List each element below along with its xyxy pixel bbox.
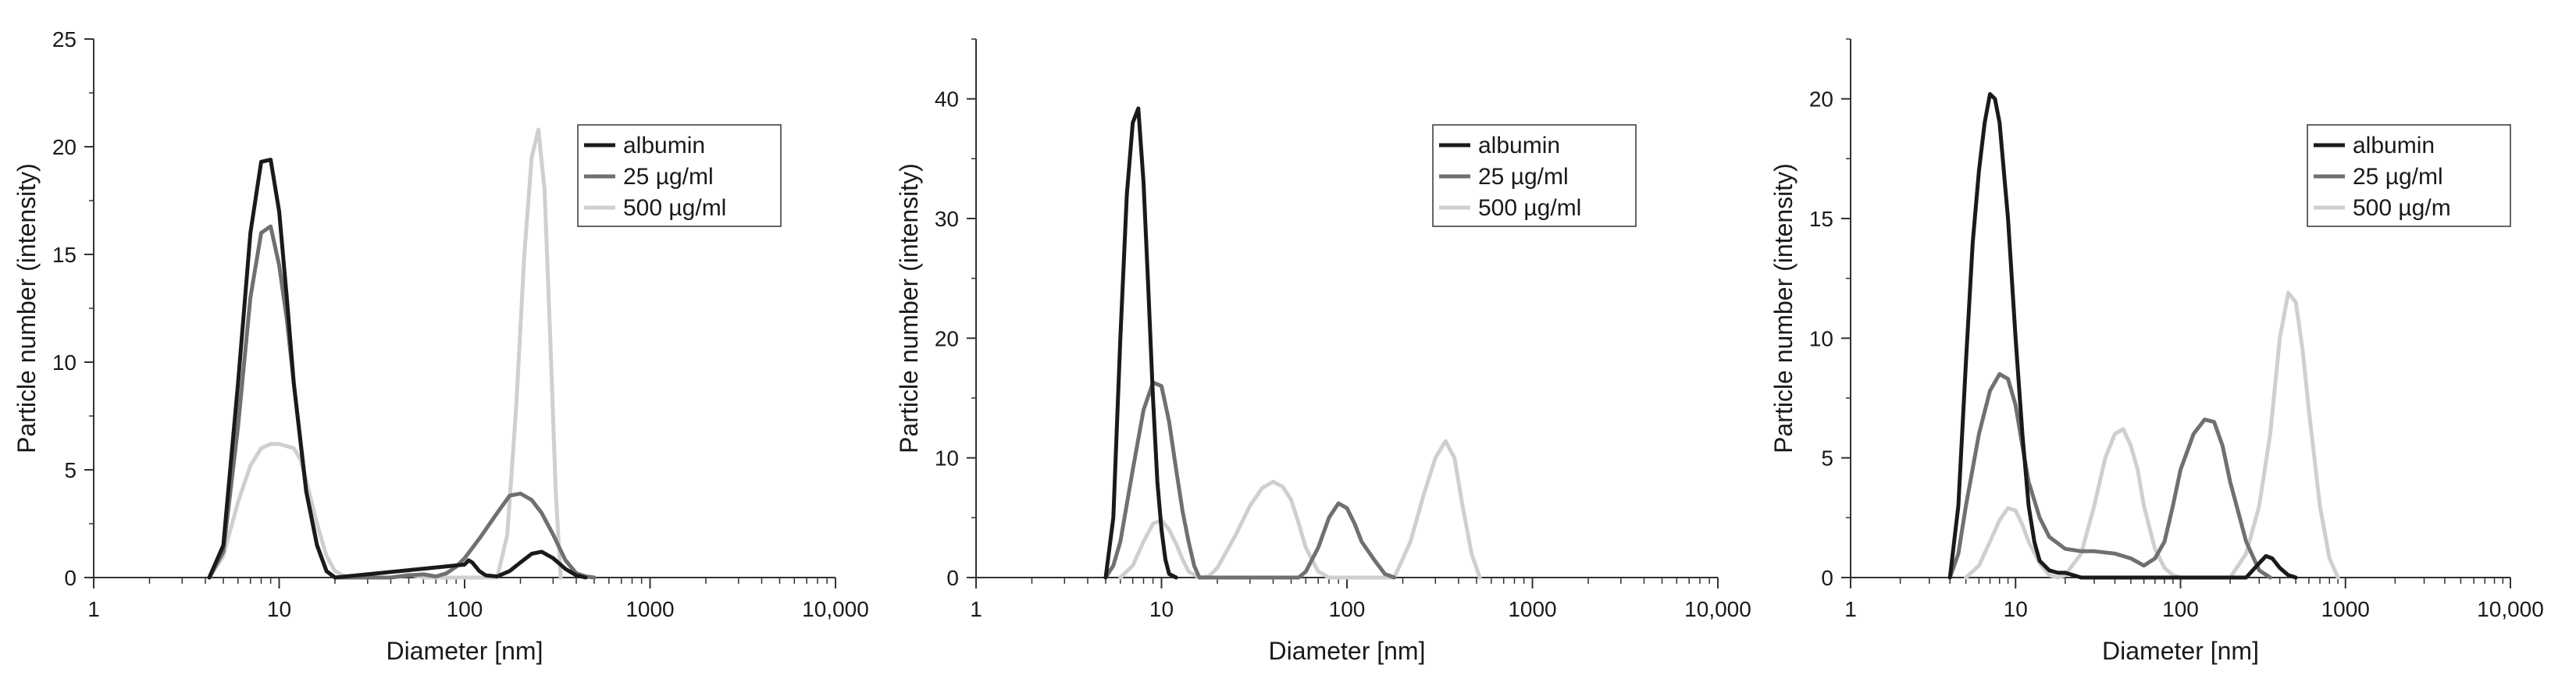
x-tick-label: 1 — [970, 597, 982, 621]
legend-label: 25 µg/ml — [623, 164, 714, 190]
series-line — [1103, 380, 1397, 580]
x-tick-label: 10 — [1149, 597, 1174, 621]
y-tick-label: 0 — [946, 566, 959, 590]
series-line — [207, 158, 588, 580]
y-tick-label: 15 — [1809, 207, 1833, 231]
x-tick-label: 1000 — [2321, 597, 2370, 621]
y-tick-label: 25 — [52, 27, 77, 52]
series-line — [1103, 106, 1178, 580]
y-tick-label: 10 — [935, 446, 959, 471]
x-axis-title: Diameter [nm] — [2102, 637, 2259, 665]
x-tick-label: 10,000 — [802, 597, 869, 621]
y-tick-label: 20 — [1809, 87, 1833, 112]
chart-panel-3: 1 10 100 1000 10,000 0 5 10 15 20 Diameter [nm] Par… — [1769, 38, 2544, 665]
y-tick-label: 5 — [1821, 446, 1833, 471]
y-tick-label: 5 — [64, 458, 77, 482]
y-tick-label: 0 — [1821, 566, 1833, 590]
y-tick-label: 20 — [935, 326, 959, 350]
y-tick-label: 20 — [52, 135, 77, 159]
legend: albumin 25 µg/ml 500 µg/ml — [577, 124, 782, 227]
x-tick-label: 10,000 — [1684, 597, 1751, 621]
legend-label: albumin — [623, 133, 705, 158]
x-axis-title: Diameter [nm] — [387, 637, 543, 665]
series-line — [207, 224, 597, 580]
series-line — [1964, 290, 2340, 580]
y-tick-label: 30 — [935, 207, 959, 231]
legend-label: albumin — [1478, 133, 1560, 158]
y-tick-label: 0 — [64, 566, 77, 590]
y-axis-title: Particle number (intensity) — [1769, 163, 1797, 453]
y-tick-label: 15 — [52, 243, 77, 267]
legend-label: 500 µg/m — [2353, 195, 2451, 221]
series-line — [1118, 439, 1482, 580]
x-tick-label: 1 — [87, 597, 100, 621]
y-tick-label: 40 — [935, 87, 959, 112]
x-tick-label: 1 — [1844, 597, 1857, 621]
y-tick-label: 10 — [1809, 326, 1833, 350]
legend: albumin 25 µg/ml 500 µg/ml — [1432, 124, 1637, 227]
legend-label: albumin — [2353, 133, 2435, 158]
legend-label: 25 µg/ml — [2353, 164, 2443, 190]
x-tick-label: 10 — [2004, 597, 2028, 621]
legend-label: 25 µg/ml — [1478, 164, 1569, 190]
series-line — [1947, 371, 2272, 580]
y-axis-title: Particle number (intensity) — [12, 163, 41, 453]
x-tick-label: 1000 — [625, 597, 674, 621]
x-tick-label: 100 — [447, 597, 483, 621]
x-tick-label: 100 — [2162, 597, 2199, 621]
x-axis-title: Diameter [nm] — [1269, 637, 1426, 665]
x-tick-label: 10,000 — [2477, 597, 2544, 621]
x-tick-label: 1000 — [1508, 597, 1556, 621]
chart-panel-1: 1 10 100 1000 10,000 0 5 10 15 20 25 Diameter [nm] P… — [12, 27, 869, 665]
x-tick-label: 100 — [1329, 597, 1366, 621]
legend: albumin 25 µg/ml 500 µg/m — [2307, 124, 2511, 227]
series-line — [207, 127, 563, 580]
x-tick-label: 10 — [267, 597, 291, 621]
legend-label: 500 µg/ml — [1478, 195, 1581, 221]
y-tick-label: 10 — [52, 350, 77, 375]
y-axis-title: Particle number (intensity) — [895, 163, 923, 453]
series-line — [1947, 92, 2298, 580]
legend-label: 500 µg/ml — [623, 195, 726, 221]
chart-panel-2: 1 10 100 1000 10,000 0 10 20 30 40 Diameter [nm] Pa… — [895, 38, 1751, 665]
